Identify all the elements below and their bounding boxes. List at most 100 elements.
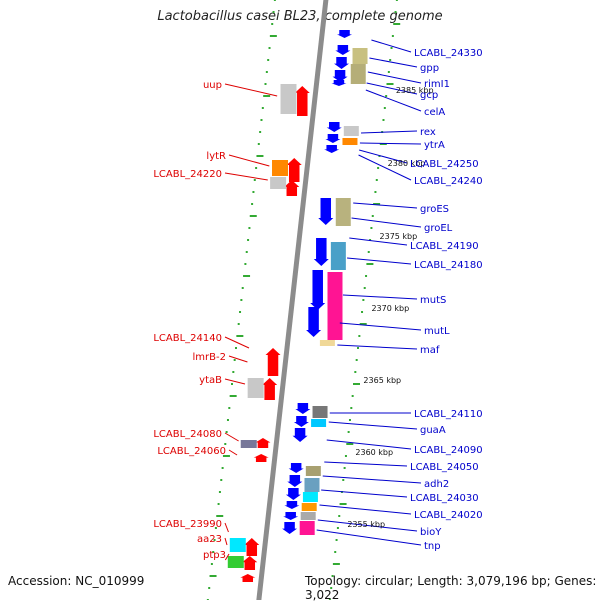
gene-label-right: LCABL_24180 (414, 260, 483, 271)
reverse-gene-arrow (292, 428, 308, 442)
connector-line (319, 504, 412, 515)
gene-label-left: lytR (206, 151, 226, 162)
gene-category-box (330, 242, 346, 270)
reverse-gene-arrow (284, 501, 300, 509)
gene-label-right: LCABL_24240 (414, 176, 483, 187)
reverse-gene-arrow (306, 307, 322, 337)
connector-line (224, 432, 239, 442)
connector-line (324, 461, 408, 467)
gene-label-left: aa23 (197, 534, 222, 545)
gene-label-right: LCABL_24090 (414, 445, 483, 456)
gene-label-left: LCABL_24060 (157, 446, 226, 457)
gene-label-left: uup (203, 80, 222, 91)
forward-gene-arrow (244, 538, 260, 556)
reverse-gene-arrow (335, 45, 351, 55)
gene-label-right: LCABL_24110 (414, 409, 483, 420)
gene-category-box (312, 406, 328, 418)
gene-category-box (247, 378, 264, 398)
reverse-gene-arrow (283, 512, 299, 520)
gene-label-right: rex (420, 127, 436, 138)
connector-line (224, 553, 230, 561)
connector-line (367, 71, 422, 84)
connector-line (228, 355, 248, 363)
reverse-gene-arrow (293, 416, 309, 427)
gene-label-right: celA (424, 107, 445, 118)
gene-label-right: groES (420, 204, 449, 215)
gene-category-box (311, 419, 327, 427)
gene-category-box (229, 538, 246, 552)
accession-label: Accession: NC_010999 (8, 574, 145, 588)
reverse-gene-arrow (285, 488, 301, 500)
map-title: Lactobacillus casei BL23, complete genom… (157, 9, 443, 24)
forward-gene-arrow (242, 556, 258, 570)
gene-category-box (305, 466, 321, 476)
gene-category-box (343, 126, 359, 136)
kbp-label: 2355 kbp (347, 520, 385, 529)
forward-gene-arrow (294, 86, 310, 116)
connector-line (224, 336, 250, 349)
connector-line (358, 154, 412, 181)
ruler-dots (206, 0, 401, 600)
reverse-gene-arrow (287, 475, 303, 487)
connector-line (224, 522, 229, 533)
gene-label-right: bioY (420, 527, 442, 538)
connector-line (228, 154, 270, 167)
gene-label-right: mutL (424, 326, 450, 337)
connector-line (353, 202, 418, 209)
gene-category-box (299, 521, 315, 535)
gene-label-left: LCABL_23990 (153, 519, 222, 530)
connector-line (328, 421, 418, 430)
connector-line (224, 83, 278, 97)
gene-labels: 2385 kbp 2380 kbp 2375 kbp 2370 kbp 2365 kbp… (153, 48, 482, 561)
gene-category-box (327, 272, 343, 340)
kbp-label: 2380 kbp (388, 159, 426, 168)
gene-label-left: LCABL_24220 (153, 169, 222, 180)
connector-line (322, 475, 422, 484)
gene-category-box (272, 160, 289, 176)
forward-gene-arrow (253, 454, 269, 462)
gene-label-right: LCABL_24190 (410, 241, 479, 252)
gene-label-right: guaA (420, 425, 446, 436)
connector-line (369, 57, 418, 68)
connector-line (326, 439, 412, 450)
reverse-gene-arrow (324, 145, 340, 153)
reverse-gene-arrow (326, 122, 342, 132)
gene-label-right: adh2 (424, 479, 449, 490)
kbp-label: 2360 kbp (355, 448, 393, 457)
gene-label-left: ytaB (199, 375, 222, 386)
reverse-gene-arrow (310, 270, 326, 310)
backbone-line (256, 0, 329, 600)
connector-line (371, 39, 412, 53)
kbp-label: 2375 kbp (380, 232, 418, 241)
kbp-label: 2365 kbp (363, 376, 401, 385)
gene-category-box (350, 64, 366, 84)
connector-line (321, 489, 408, 498)
gene-label-right: maf (420, 345, 440, 356)
reverse-gene-arrow (334, 57, 350, 69)
gene-label-right: LCABL_24050 (410, 462, 479, 473)
connector-line (359, 142, 422, 145)
connector-line (339, 322, 422, 331)
gene-category-box (280, 84, 297, 114)
connector-line (347, 257, 412, 265)
gene-label-right: gcp (420, 90, 438, 101)
reverse-gene-arrow (295, 403, 311, 414)
connector-line (224, 378, 246, 385)
connector-line (228, 449, 238, 456)
gene-features (227, 30, 368, 582)
gene-label-left: LCABL_24140 (153, 333, 222, 344)
connector-line (224, 537, 228, 546)
gene-label-left: ptp3 (203, 550, 226, 561)
reverse-gene-arrow (332, 70, 348, 82)
gene-label-right: mutS (420, 295, 446, 306)
reverse-gene-arrow (318, 198, 334, 225)
connector-line (365, 89, 422, 112)
gene-label-right: LCABL_24330 (414, 48, 483, 59)
gene-label-right: rimI1 (424, 79, 450, 90)
reverse-gene-arrow (331, 80, 347, 86)
topology-summary: Topology: circular; Length: 3,079,196 bp… (305, 574, 597, 602)
forward-gene-arrow (284, 180, 300, 196)
gene-category-box (240, 440, 257, 448)
forward-gene-arrow (240, 574, 256, 582)
reverse-gene-arrow (282, 522, 298, 534)
